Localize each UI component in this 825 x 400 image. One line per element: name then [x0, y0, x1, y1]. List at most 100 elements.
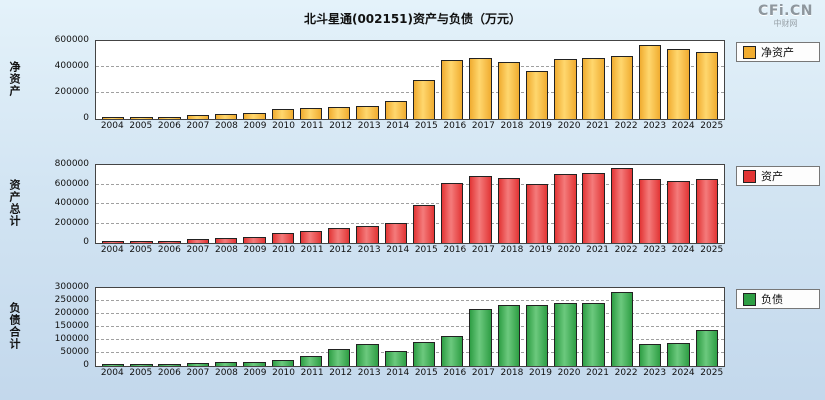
- x-tick-label: 2020: [557, 245, 581, 255]
- x-tick-label: 2009: [243, 121, 267, 131]
- plot-area: [95, 40, 725, 120]
- y-axis-title: 净资产: [8, 61, 21, 97]
- x-tick-label: 2006: [157, 368, 181, 378]
- bar-2025: [695, 329, 718, 366]
- bar-2009: [243, 237, 266, 243]
- y-axis-ticks: 0 50000 100000 150000 200000 250000 300000: [0, 282, 91, 370]
- bar-2018: [497, 305, 521, 366]
- legend-swatch: [743, 169, 756, 183]
- bar-slot: [664, 288, 692, 366]
- bar-slot: [693, 288, 721, 366]
- x-tick-label: 2015: [414, 245, 438, 255]
- x-tick-label: 2024: [671, 245, 695, 255]
- bar-2015: [412, 342, 436, 366]
- bar-2014: [384, 223, 407, 243]
- bar-slot: [269, 165, 297, 243]
- x-tick-label: 2022: [614, 368, 638, 378]
- bar-slot: [664, 41, 692, 119]
- bar-2025: [695, 178, 718, 243]
- bar-slot: [523, 165, 551, 243]
- bar-2009: [243, 112, 266, 119]
- gridline: [96, 352, 724, 353]
- x-tick-label: 2018: [500, 245, 524, 255]
- bar-2014: [384, 350, 407, 366]
- y-tick-label: 600000: [54, 178, 89, 189]
- bar-2009: [243, 361, 266, 366]
- x-tick-label: 2005: [129, 368, 153, 378]
- bar-slot: [184, 165, 212, 243]
- liabilities-chart-panel: 负债合计 0 50000 100000 150000 200000 250000 30000…: [0, 282, 825, 383]
- cfi-logo-text: CFi.CN: [758, 3, 813, 19]
- x-tick-label: 2007: [186, 121, 210, 131]
- bar-slot: [608, 41, 636, 119]
- bar-slot: [99, 41, 127, 119]
- bar-2012: [328, 107, 351, 119]
- bar-2012: [328, 228, 351, 243]
- bar-slot: [99, 288, 127, 366]
- y-tick-label: 200000: [54, 87, 89, 98]
- x-tick-label: 2014: [386, 121, 410, 131]
- bar-slot: [495, 165, 523, 243]
- bar-2022: [610, 292, 634, 366]
- bar-slot: [608, 165, 636, 243]
- x-tick-label: 2021: [586, 245, 610, 255]
- bar-2005: [130, 240, 153, 243]
- bar-slot: [664, 165, 692, 243]
- bar-2006: [158, 240, 181, 243]
- total-assets-chart-panel: 资产总计 0 200000 400000 600000 800000 2004 2005 2…: [0, 159, 825, 260]
- x-tick-label: 2016: [443, 368, 467, 378]
- gridline: [96, 313, 724, 314]
- bar-slot: [580, 41, 608, 119]
- gridline: [96, 203, 724, 204]
- bar-2015: [412, 80, 436, 119]
- y-axis-title: 资产总计: [8, 179, 21, 227]
- bar-2007: [186, 115, 210, 119]
- bar-slot: [551, 41, 579, 119]
- bar-slot: [325, 288, 353, 366]
- y-tick-label: 600000: [54, 35, 89, 45]
- x-tick-label: 2020: [557, 121, 581, 131]
- y-tick-label: 200000: [54, 308, 89, 319]
- x-tick-label: 2008: [215, 121, 238, 131]
- x-tick-label: 2014: [386, 368, 410, 378]
- y-tick-label: 0: [83, 113, 89, 123]
- bar-2025: [695, 52, 718, 119]
- bars-container: [96, 288, 724, 366]
- x-tick-label: 2017: [471, 121, 495, 131]
- legend: 资产: [736, 166, 820, 186]
- bar-2021: [582, 58, 605, 119]
- bar-slot: [297, 288, 325, 366]
- bar-2023: [639, 344, 662, 366]
- legend-label: 净资产: [761, 46, 794, 59]
- bar-slot: [636, 165, 664, 243]
- bar-slot: [495, 41, 523, 119]
- bar-2006: [158, 116, 181, 119]
- bar-slot: [99, 165, 127, 243]
- bar-2012: [328, 349, 351, 366]
- bar-2022: [610, 168, 634, 243]
- x-tick-label: 2021: [586, 368, 610, 378]
- y-axis-ticks: 0 200000 400000 600000 800000: [0, 159, 91, 247]
- bar-slot: [325, 165, 353, 243]
- y-tick-label: 100000: [54, 334, 89, 345]
- x-tick-label: 2016: [443, 245, 467, 255]
- bar-2004: [101, 117, 125, 119]
- x-tick-label: 2013: [357, 121, 381, 131]
- bar-slot: [297, 41, 325, 119]
- x-tick-label: 2010: [272, 368, 295, 378]
- cfi-logo[interactable]: CFi.CN 中财网: [758, 3, 813, 28]
- x-tick-label: 2008: [215, 368, 238, 378]
- y-tick-label: 250000: [54, 295, 89, 305]
- bar-2016: [441, 336, 464, 366]
- bar-slot: [438, 288, 466, 366]
- x-tick-label: 2007: [186, 245, 210, 255]
- x-tick-label: 2014: [386, 245, 410, 255]
- bar-slot: [212, 165, 240, 243]
- x-tick-label: 2006: [157, 121, 181, 131]
- y-tick-label: 50000: [60, 347, 89, 358]
- x-tick-label: 2021: [586, 121, 610, 131]
- bar-2010: [271, 108, 294, 119]
- bar-slot: [184, 41, 212, 119]
- bar-slot: [693, 165, 721, 243]
- x-tick-label: 2009: [243, 368, 267, 378]
